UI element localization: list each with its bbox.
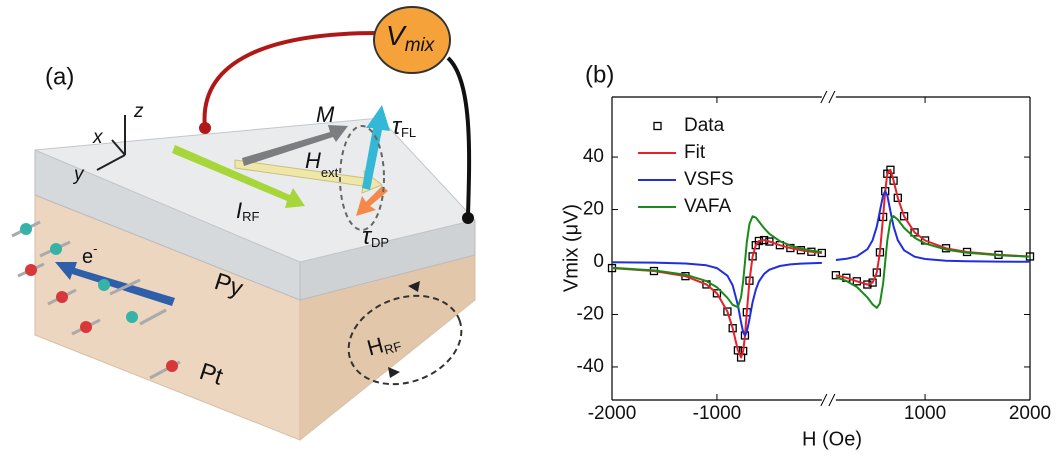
label-sub: DP [371, 235, 389, 250]
x-tick-label: -2000 [588, 403, 637, 424]
y-tick-label: 40 [583, 146, 604, 167]
contact [199, 122, 211, 134]
arrowhead [388, 367, 400, 378]
axis-break [829, 91, 835, 103]
figure: (a) Vmix z x y M τFL Hext IRF τDP [0, 0, 1058, 458]
wire [448, 58, 469, 215]
y-tick-label: -20 [577, 303, 604, 324]
series-line [612, 191, 1030, 335]
axis-label: x [92, 127, 104, 148]
y-tick-label: -40 [577, 356, 604, 377]
label-sub: mix [405, 35, 436, 56]
axis-label: z [133, 101, 144, 122]
label-sup: - [93, 241, 97, 256]
y-tick-label: 0 [593, 251, 604, 272]
panel-label: (b) [585, 61, 614, 88]
wire [205, 33, 378, 128]
label: τFL [392, 113, 416, 140]
legend-label: VAFA [684, 196, 731, 217]
schematic: (a) Vmix z x y M τFL Hext IRF τDP [12, 7, 475, 440]
x-tick-label: 1000 [904, 403, 946, 424]
label-sub: RF [242, 209, 259, 224]
legend-label: Fit [684, 142, 706, 163]
chart: (b) H (Oe) Vmix (μV) -40 -20 0 20 40 -2000 -10… [560, 61, 1051, 450]
label-main: e [82, 246, 93, 268]
label-sub: FL [401, 125, 416, 140]
x-tick-label: 2000 [1009, 403, 1051, 424]
x-axis-label: H (Oe) [802, 428, 862, 450]
panel-label: (a) [45, 63, 74, 90]
axis-break [829, 394, 835, 406]
contact [462, 212, 474, 224]
legend-label: Data [684, 115, 725, 136]
axis-label: y [72, 164, 85, 185]
y-axis-label: Vmix (μV) [560, 204, 582, 292]
legend-marker [654, 123, 661, 130]
y-tick-label: 20 [583, 199, 604, 220]
label-main: H [305, 148, 321, 173]
legend-label: VSFS [684, 169, 734, 190]
x-tick-label: -1000 [693, 403, 742, 424]
label: M [316, 102, 335, 127]
label-sub: ext [321, 165, 339, 180]
